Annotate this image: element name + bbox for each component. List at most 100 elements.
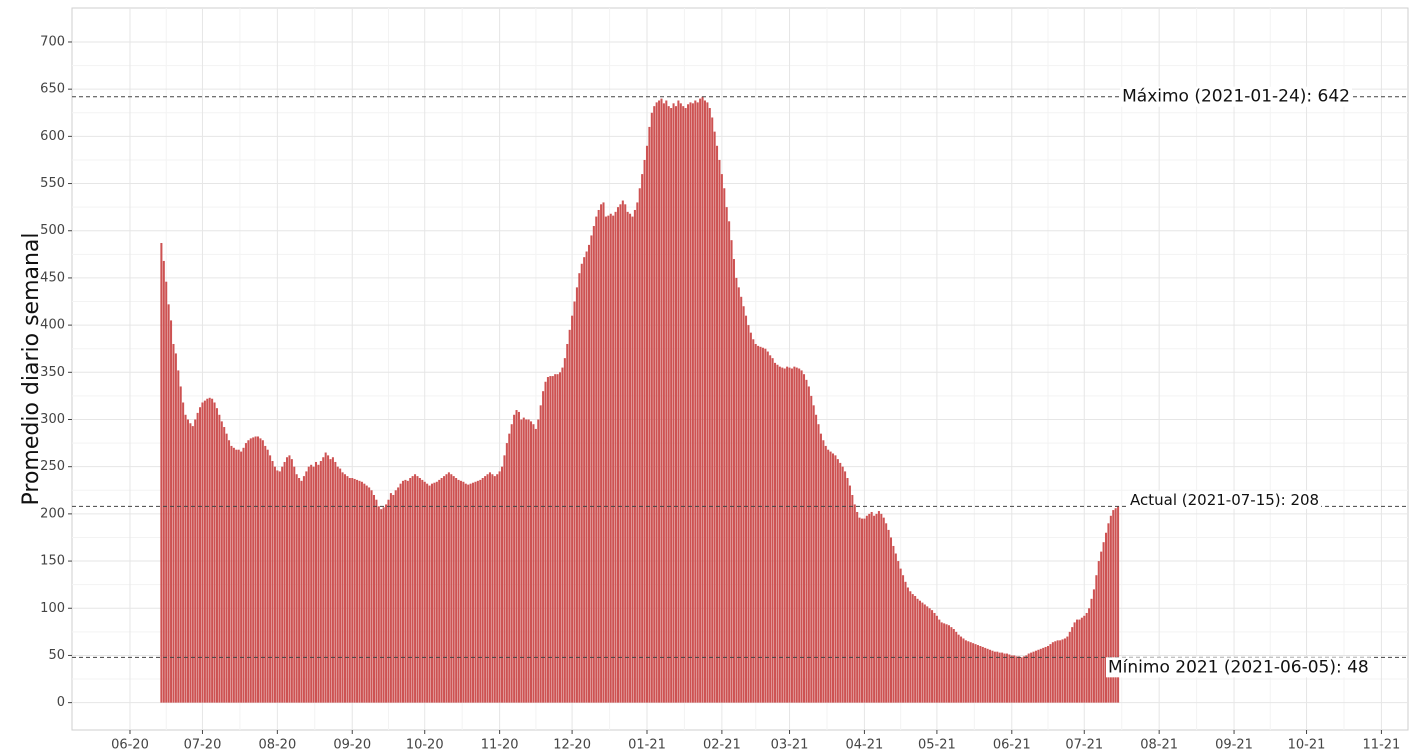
bar	[351, 478, 354, 703]
bar	[525, 419, 528, 703]
bar	[445, 474, 448, 703]
bar	[747, 325, 750, 703]
bar	[1090, 598, 1093, 703]
bar	[1037, 649, 1040, 703]
bar	[923, 604, 926, 703]
bar	[974, 644, 977, 703]
bar	[810, 395, 813, 703]
bar	[271, 461, 274, 703]
bar	[848, 485, 851, 703]
bar	[290, 459, 293, 703]
bar	[474, 481, 477, 703]
bar	[493, 476, 496, 703]
bar	[976, 645, 979, 703]
bar	[812, 405, 815, 703]
x-tick-label: 09-20	[333, 738, 371, 753]
y-tick-label: 650	[40, 82, 65, 97]
bar	[892, 545, 895, 703]
bar	[831, 453, 835, 703]
bar	[1104, 532, 1108, 703]
bar	[851, 494, 854, 703]
bar	[621, 200, 624, 703]
bar	[730, 240, 733, 703]
bar	[346, 476, 349, 703]
bar	[868, 513, 871, 703]
bar	[416, 476, 419, 703]
bar	[587, 244, 591, 703]
bar	[757, 345, 760, 703]
bar	[660, 98, 663, 703]
bar	[295, 474, 298, 703]
bar	[964, 640, 967, 703]
bar	[822, 440, 825, 703]
bar	[360, 481, 363, 703]
bar	[665, 100, 668, 703]
bar	[191, 426, 194, 703]
bar	[189, 423, 192, 703]
bar	[196, 412, 199, 703]
bar	[1015, 656, 1018, 703]
bar	[1078, 619, 1081, 703]
y-tick-label: 400	[40, 318, 65, 333]
bar	[592, 226, 595, 703]
bar	[590, 235, 593, 703]
bar	[336, 466, 339, 703]
y-tick-label: 300	[40, 412, 65, 427]
bar	[206, 398, 209, 703]
bar	[223, 427, 226, 703]
bar	[803, 374, 806, 703]
bar	[546, 377, 549, 703]
bar	[619, 204, 622, 703]
bar	[694, 100, 697, 703]
bar	[713, 131, 716, 703]
bar	[914, 595, 917, 703]
bar	[858, 517, 861, 703]
bar	[1088, 608, 1091, 703]
bar	[358, 480, 361, 703]
bar	[307, 466, 310, 703]
bar	[554, 374, 557, 703]
bar	[286, 457, 289, 703]
bar	[645, 145, 649, 703]
bar	[1044, 646, 1047, 703]
bar	[252, 437, 255, 703]
bar	[513, 414, 516, 703]
bar	[798, 368, 801, 703]
bar	[317, 464, 320, 703]
bar	[418, 478, 421, 703]
bar	[244, 443, 247, 703]
bar	[215, 408, 218, 703]
bar	[989, 649, 992, 703]
bar	[918, 600, 922, 703]
bar	[943, 623, 946, 703]
bar	[1034, 650, 1037, 703]
bar	[264, 445, 267, 703]
x-tick-label: 07-20	[184, 738, 222, 753]
bar	[1047, 646, 1050, 703]
bar	[834, 455, 837, 703]
bar	[856, 511, 859, 703]
bar	[423, 481, 426, 703]
bar	[1003, 653, 1006, 703]
bar	[273, 466, 276, 703]
bar	[1049, 644, 1052, 703]
bar	[602, 202, 605, 703]
bar	[532, 424, 535, 703]
bar	[771, 358, 774, 703]
bar	[220, 421, 223, 703]
bar	[728, 221, 731, 703]
bar	[481, 478, 484, 703]
bar	[885, 523, 888, 703]
bar	[438, 479, 441, 703]
bar	[269, 455, 272, 703]
bar	[687, 104, 690, 703]
bar	[844, 471, 847, 703]
bar	[331, 457, 334, 703]
bar	[237, 449, 240, 703]
bar	[689, 102, 692, 703]
bar	[278, 471, 281, 703]
bar	[184, 414, 187, 703]
bar	[476, 480, 479, 703]
bar	[433, 482, 436, 703]
